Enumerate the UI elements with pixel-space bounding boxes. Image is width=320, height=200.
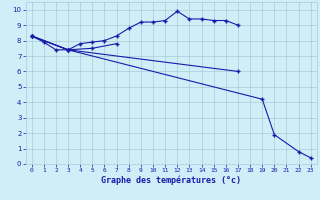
X-axis label: Graphe des températures (°c): Graphe des températures (°c) [101,176,241,185]
